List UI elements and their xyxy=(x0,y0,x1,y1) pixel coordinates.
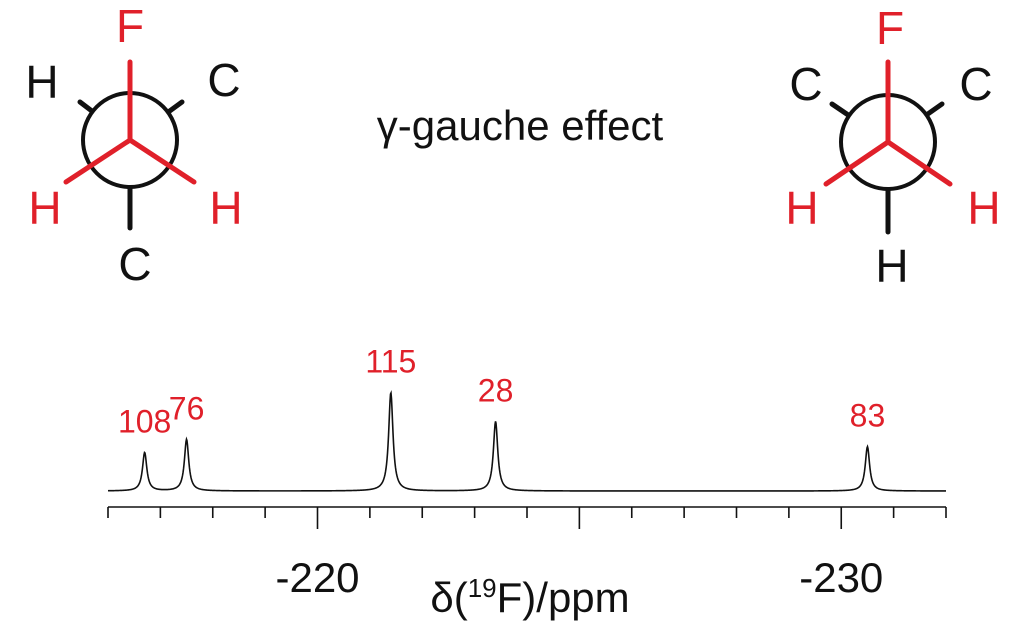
x-ticks xyxy=(107,507,947,529)
spectrum-trace xyxy=(107,389,947,492)
right-front-left-atom: H xyxy=(785,182,818,234)
peak-label: 115 xyxy=(365,344,416,380)
effect-label: γ-gauche effect xyxy=(377,102,664,149)
left-back-right-atom: C xyxy=(207,54,240,106)
left-front-right-atom: H xyxy=(209,182,242,234)
x-tick-label: -220 xyxy=(275,554,359,601)
right-back-right-atom: C xyxy=(959,58,992,110)
newman-projection-left: F H H H C C xyxy=(25,0,242,290)
right-front-right-atom: H xyxy=(967,182,1000,234)
x-axis-title: δ(19F)/ppm xyxy=(430,573,629,621)
right-back-bottom-atom: H xyxy=(875,240,908,292)
left-front-top-atom: F xyxy=(116,0,144,52)
x-tick-labels: -220 -230 xyxy=(275,554,883,601)
left-back-bottom-atom: C xyxy=(118,238,151,290)
left-front-left-atom: H xyxy=(28,182,61,234)
peak-label: 76 xyxy=(169,390,205,426)
newman-projection-right: F H H C C H xyxy=(785,2,1000,292)
right-front-top-atom: F xyxy=(876,2,904,54)
right-back-left-atom: C xyxy=(789,58,822,110)
left-back-left-atom: H xyxy=(25,56,58,108)
peak-label: 108 xyxy=(118,404,171,440)
x-tick-label: -230 xyxy=(799,554,883,601)
peak-label: 28 xyxy=(478,372,514,408)
peak-label: 83 xyxy=(850,398,886,434)
